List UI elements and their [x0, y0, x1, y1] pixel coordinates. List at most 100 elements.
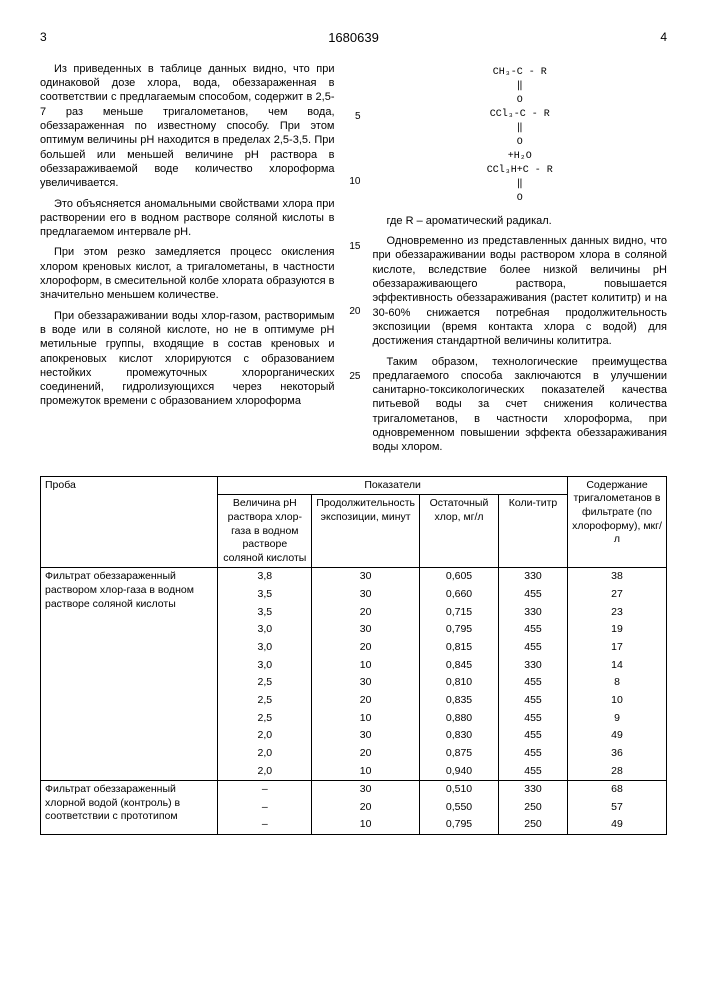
cell: 0,795	[420, 816, 499, 834]
cell: 330	[499, 568, 568, 586]
table-body: Фильтрат обеззараженный раствором хлор-г…	[41, 568, 667, 835]
cell: 10	[312, 657, 420, 675]
para: Из приведенных в таблице данных видно, ч…	[40, 62, 335, 191]
cell: –	[218, 799, 312, 817]
table-row: Фильтрат обеззараженный хлорной водой (к…	[41, 781, 667, 799]
cell: 10	[312, 763, 420, 781]
cell: 0,835	[420, 692, 499, 710]
doc-number: 1680639	[322, 30, 385, 47]
cell: 455	[499, 692, 568, 710]
cell: 10	[312, 816, 420, 834]
page-left-num: 3	[40, 30, 322, 47]
cell: 0,880	[420, 710, 499, 728]
line-numbers: 5 10 15 20 25	[347, 62, 361, 461]
cell: 3,5	[218, 586, 312, 604]
page-header: 3 1680639 4	[40, 30, 667, 47]
cell: 0,510	[420, 781, 499, 799]
th-col5: Содержание тригалометанов в фильтрате (п…	[568, 476, 667, 568]
cell: 2,5	[218, 710, 312, 728]
cell: 19	[568, 621, 667, 639]
chem-formula: CH₃-C - R ‖ O CCl₃-C - R ‖ O +H₂O CCl₃H+…	[373, 66, 668, 206]
cell: 28	[568, 763, 667, 781]
cell: 10	[568, 692, 667, 710]
cell: 0,550	[420, 799, 499, 817]
cell: 0,940	[420, 763, 499, 781]
cell: 3,5	[218, 604, 312, 622]
cell: 20	[312, 745, 420, 763]
cell: 20	[312, 799, 420, 817]
cell: 330	[499, 604, 568, 622]
cell: 250	[499, 799, 568, 817]
cell: 455	[499, 639, 568, 657]
cell: 455	[499, 621, 568, 639]
cell: 30	[312, 568, 420, 586]
cell: 20	[312, 639, 420, 657]
th-col1: Величина pH раствора хлор-газа в водном …	[218, 495, 312, 568]
page-right-num: 4	[385, 30, 667, 47]
cell: 0,795	[420, 621, 499, 639]
para: Это объясняется аномальными свойствами х…	[40, 197, 335, 240]
cell: 0,875	[420, 745, 499, 763]
cell: 20	[312, 604, 420, 622]
cell: 0,845	[420, 657, 499, 675]
cell: 250	[499, 816, 568, 834]
para: При этом резко замедляется процесс окисл…	[40, 245, 335, 302]
right-column: CH₃-C - R ‖ O CCl₃-C - R ‖ O +H₂O CCl₃H+…	[373, 62, 668, 461]
th-col4: Коли-титр	[499, 495, 568, 568]
left-column: Из приведенных в таблице данных видно, ч…	[40, 62, 335, 461]
cell: 455	[499, 727, 568, 745]
cell: 49	[568, 816, 667, 834]
th-col2: Продолжительность экспозиции, минут	[312, 495, 420, 568]
cell: 10	[312, 710, 420, 728]
probe-cell: Фильтрат обеззараженный хлорной водой (к…	[41, 781, 218, 835]
cell: 0,815	[420, 639, 499, 657]
cell: 0,810	[420, 674, 499, 692]
probe-cell: Фильтрат обеззараженный раствором хлор-г…	[41, 568, 218, 781]
table-row: Фильтрат обеззараженный раствором хлор-г…	[41, 568, 667, 586]
cell: 0,830	[420, 727, 499, 745]
cell: 14	[568, 657, 667, 675]
cell: 36	[568, 745, 667, 763]
th-indicators: Показатели	[218, 476, 568, 495]
cell: 3,8	[218, 568, 312, 586]
cell: 20	[312, 692, 420, 710]
cell: 455	[499, 674, 568, 692]
th-col3: Остаточный хлор, мг/л	[420, 495, 499, 568]
cell: 9	[568, 710, 667, 728]
cell: 455	[499, 745, 568, 763]
cell: 3,0	[218, 621, 312, 639]
th-probe: Проба	[41, 476, 218, 568]
cell: 30	[312, 586, 420, 604]
cell: 30	[312, 621, 420, 639]
cell: 0,660	[420, 586, 499, 604]
cell: 455	[499, 586, 568, 604]
cell: 2,5	[218, 674, 312, 692]
data-table: Проба Показатели Содержание тригалометан…	[40, 476, 667, 835]
cell: –	[218, 781, 312, 799]
cell: 2,0	[218, 727, 312, 745]
cell: –	[218, 816, 312, 834]
para: При обеззараживании воды хлор-газом, рас…	[40, 309, 335, 409]
cell: 0,605	[420, 568, 499, 586]
cell: 2,0	[218, 763, 312, 781]
cell: 0,715	[420, 604, 499, 622]
cell: 2,0	[218, 745, 312, 763]
cell: 330	[499, 657, 568, 675]
cell: 3,0	[218, 657, 312, 675]
cell: 57	[568, 799, 667, 817]
cell: 30	[312, 727, 420, 745]
cell: 3,0	[218, 639, 312, 657]
cell: 2,5	[218, 692, 312, 710]
cell: 38	[568, 568, 667, 586]
cell: 455	[499, 710, 568, 728]
para: Таким образом, технологические преимущес…	[373, 355, 668, 455]
cell: 30	[312, 781, 420, 799]
cell: 330	[499, 781, 568, 799]
cell: 455	[499, 763, 568, 781]
cell: 30	[312, 674, 420, 692]
cell: 17	[568, 639, 667, 657]
cell: 68	[568, 781, 667, 799]
cell: 8	[568, 674, 667, 692]
cell: 27	[568, 586, 667, 604]
para: Одновременно из представленных данных ви…	[373, 234, 668, 348]
